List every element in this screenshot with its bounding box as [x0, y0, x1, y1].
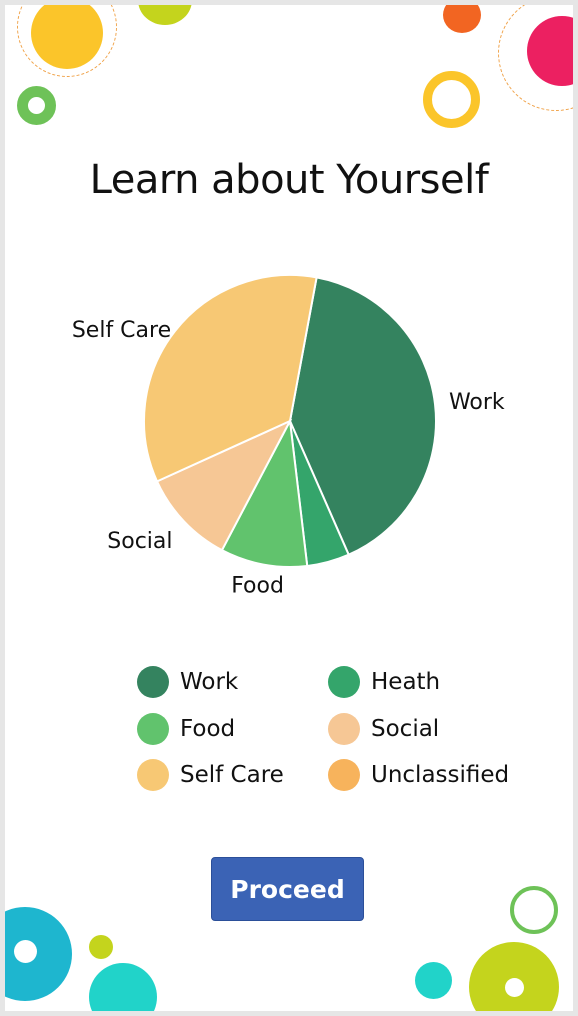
- decor-circle-lime-dot: [505, 978, 524, 997]
- legend-label-food: Food: [180, 716, 236, 742]
- legend-item-food: Food: [137, 711, 235, 747]
- pie-slice-self-care: [143, 274, 318, 483]
- pie-slice-work: [288, 276, 437, 557]
- legend-swatch-health: [328, 666, 360, 698]
- legend-item-work: Work: [137, 664, 238, 700]
- legend-swatch-social: [328, 713, 360, 745]
- proceed-button[interactable]: Proceed: [211, 857, 364, 921]
- legend-label-work: Work: [180, 669, 239, 695]
- legend-label-social: Social: [371, 716, 440, 742]
- app-screen: Learn about Yourself Work Food Social Self …: [5, 5, 573, 1011]
- decor-circle-blue-dot: [14, 940, 37, 963]
- decor-ring-green: [17, 86, 56, 125]
- decor-ring-green-bottom: [510, 886, 558, 934]
- pie-slice-social: [155, 418, 293, 552]
- legend-label-health: Heath: [371, 669, 441, 695]
- pie-label-work: Work: [449, 390, 505, 415]
- legend-item-self-care: Self Care: [137, 757, 284, 793]
- legend-swatch-unclassified: [328, 759, 360, 791]
- legend-swatch-food: [137, 713, 169, 745]
- decor-ring-yellow: [423, 71, 480, 128]
- decor-circle-lime-large: [469, 942, 559, 1011]
- decor-circle-teal: [89, 963, 157, 1011]
- legend-label-unclassified: Unclassified: [371, 762, 510, 788]
- decor-circle-teal-small: [415, 962, 452, 999]
- legend-swatch-self-care: [137, 759, 169, 791]
- legend-item-health: Heath: [328, 664, 440, 700]
- pie-label-food: Food: [231, 573, 284, 598]
- legend-swatch-work: [137, 666, 169, 698]
- pie-slice-food: [220, 417, 309, 568]
- decor-circle-lime: [138, 5, 192, 25]
- decor-circle-orange: [443, 5, 481, 33]
- pie-label-self-care: Self Care: [72, 318, 171, 343]
- legend-label-self-care: Self Care: [180, 762, 284, 788]
- pie-label-social: Social: [107, 529, 172, 554]
- pie-chart: Work Food Social Self Care: [72, 274, 505, 598]
- decor-circle-lime-small: [89, 935, 113, 959]
- legend-item-social: Social: [328, 711, 439, 747]
- decor-circle-yellow: [31, 5, 103, 69]
- legend-item-unclassified: Unclassified: [328, 757, 509, 793]
- page-title: Learn about Yourself: [89, 157, 489, 203]
